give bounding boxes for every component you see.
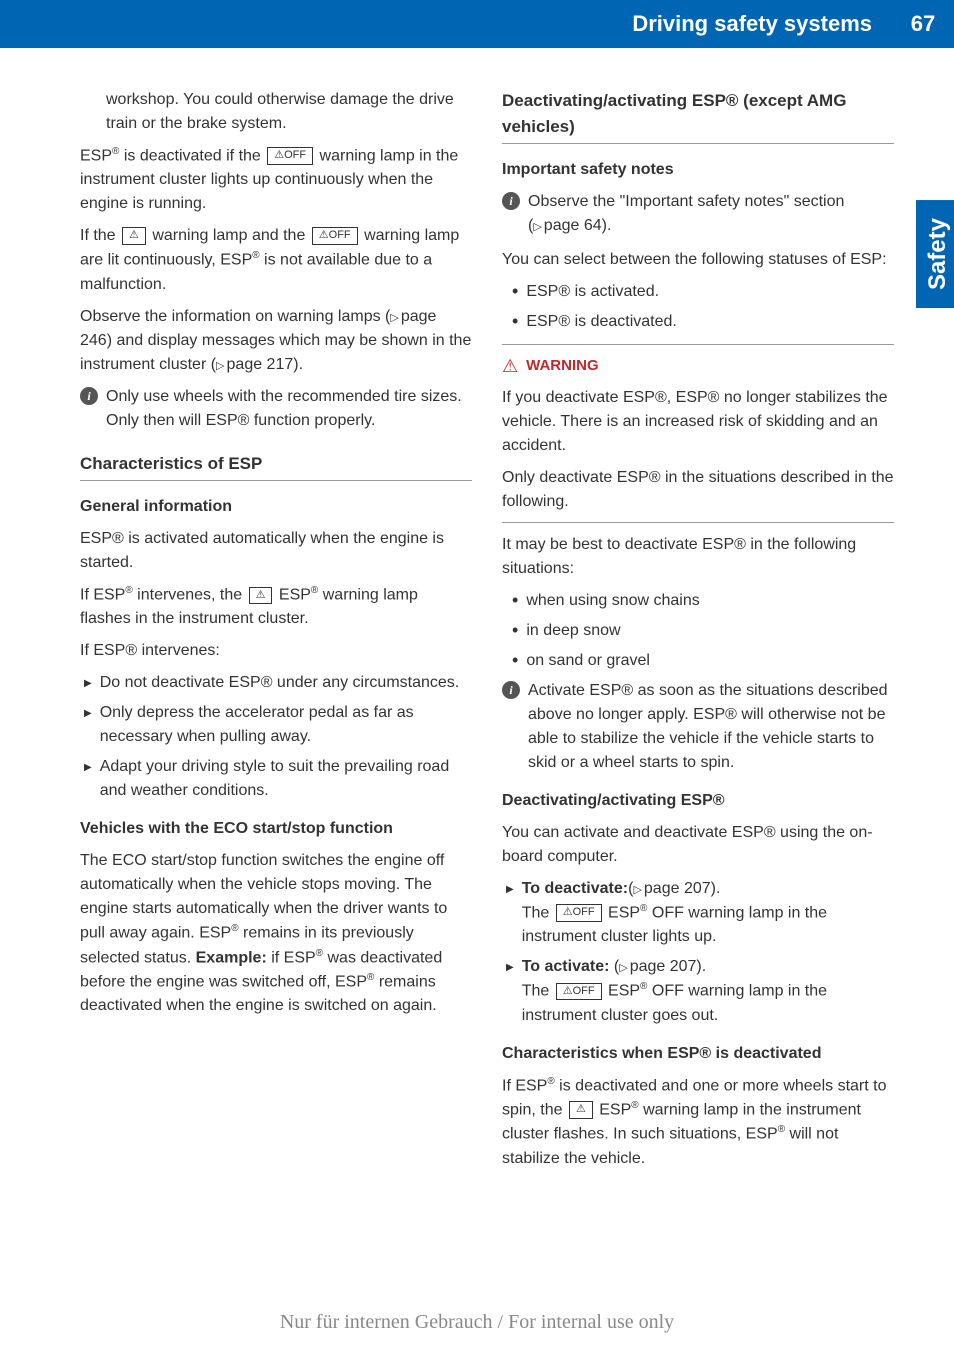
esp-lamp-icon: ⚠ bbox=[569, 1101, 593, 1118]
list-item: Adapt your driving style to suit the pre… bbox=[80, 755, 472, 803]
page-header: Driving safety systems 67 bbox=[0, 0, 954, 48]
list-item: on sand or gravel bbox=[502, 649, 894, 673]
info-note: i Observe the "Important safety notes" s… bbox=[502, 190, 894, 238]
warning-triangle-icon: ⚠ bbox=[502, 353, 518, 380]
list-item: ESP® is activated. bbox=[502, 280, 894, 304]
esp-off-lamp-icon: ⚠OFF bbox=[267, 147, 313, 164]
body-text: If ESP® intervenes, the ⚠ ESP® warning l… bbox=[80, 583, 472, 631]
info-icon: i bbox=[502, 681, 520, 699]
list-item: Only depress the accelerator pedal as fa… bbox=[80, 701, 472, 749]
section-heading: Deactivating/activating ESP® (except AMG… bbox=[502, 88, 894, 144]
body-text: ESP® is deactivated if the ⚠OFF warning … bbox=[80, 144, 472, 216]
body-text: It may be best to deactivate ESP® in the… bbox=[502, 533, 894, 581]
warning-text: Only deactivate ESP® in the situations d… bbox=[502, 466, 894, 514]
list-item: To activate: (page 207). The ⚠OFF ESP® O… bbox=[502, 955, 894, 1027]
esp-lamp-icon: ⚠ bbox=[249, 587, 273, 604]
body-text: The ECO start/stop function switches the… bbox=[80, 849, 472, 1018]
sub-heading: Important safety notes bbox=[502, 158, 894, 182]
body-text: If ESP® is deactivated and one or more w… bbox=[502, 1074, 894, 1171]
esp-off-lamp-icon: ⚠OFF bbox=[312, 227, 358, 244]
esp-off-lamp-icon: ⚠OFF bbox=[556, 983, 602, 1000]
list-item: when using snow chains bbox=[502, 589, 894, 613]
info-note: i Only use wheels with the recommended t… bbox=[80, 385, 472, 433]
side-tab-safety: Safety bbox=[916, 200, 954, 308]
left-column: workshop. You could otherwise damage the… bbox=[80, 88, 472, 1179]
body-text: Observe the information on warning lamps… bbox=[80, 305, 472, 377]
info-note: i Activate ESP® as soon as the situation… bbox=[502, 679, 894, 775]
list-item: ESP® is deactivated. bbox=[502, 310, 894, 334]
sub-heading: Vehicles with the ECO start/stop functio… bbox=[80, 817, 472, 841]
list-item: To deactivate:(page 207). The ⚠OFF ESP® … bbox=[502, 877, 894, 949]
body-text: workshop. You could otherwise damage the… bbox=[80, 88, 472, 136]
section-heading: Characteristics of ESP bbox=[80, 451, 472, 482]
esp-lamp-icon: ⚠ bbox=[122, 227, 146, 244]
footer-watermark: Nur für internen Gebrauch / For internal… bbox=[0, 1311, 954, 1334]
content-area: workshop. You could otherwise damage the… bbox=[0, 48, 954, 1209]
body-text: If ESP® intervenes: bbox=[80, 639, 472, 663]
page-number: 67 bbox=[892, 0, 954, 48]
body-text: ESP® is activated automatically when the… bbox=[80, 527, 472, 575]
warning-text: If you deactivate ESP®, ESP® no longer s… bbox=[502, 386, 894, 458]
page-ref: page 64 bbox=[533, 217, 601, 234]
header-title: Driving safety systems bbox=[632, 11, 892, 37]
body-text: You can select between the following sta… bbox=[502, 248, 894, 272]
list-item: in deep snow bbox=[502, 619, 894, 643]
page-ref: page 217 bbox=[216, 356, 293, 373]
list-item: Do not deactivate ESP® under any circums… bbox=[80, 671, 472, 695]
page-ref: page 207 bbox=[619, 958, 696, 975]
right-column: Deactivating/activating ESP® (except AMG… bbox=[502, 88, 894, 1179]
info-icon: i bbox=[80, 387, 98, 405]
sub-heading: General information bbox=[80, 495, 472, 519]
esp-off-lamp-icon: ⚠OFF bbox=[556, 904, 602, 921]
info-icon: i bbox=[502, 192, 520, 210]
sub-heading: Deactivating/activating ESP® bbox=[502, 789, 894, 813]
warning-box: ⚠ WARNING If you deactivate ESP®, ESP® n… bbox=[502, 344, 894, 523]
body-text: If the ⚠ warning lamp and the ⚠OFF warni… bbox=[80, 224, 472, 296]
sub-heading: Characteristics when ESP® is deactivated bbox=[502, 1042, 894, 1066]
page-ref: page 207 bbox=[633, 880, 710, 897]
warning-label: WARNING bbox=[526, 355, 599, 378]
body-text: You can activate and deactivate ESP® usi… bbox=[502, 821, 894, 869]
